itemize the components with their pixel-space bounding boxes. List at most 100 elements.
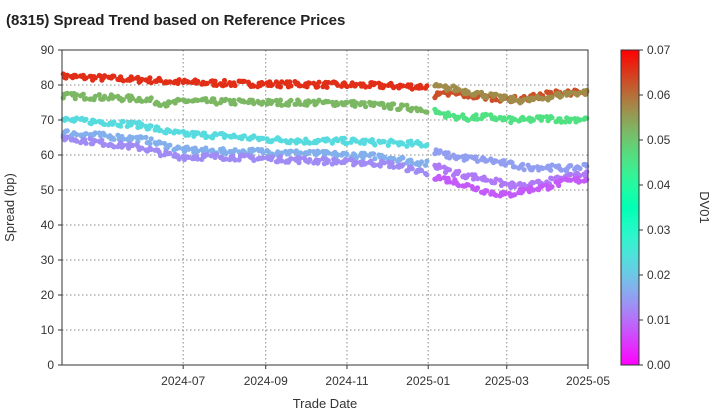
- data-point: [74, 92, 80, 98]
- data-point: [424, 142, 430, 148]
- data-point: [87, 136, 93, 142]
- data-point: [181, 149, 188, 155]
- data-point: [418, 159, 425, 165]
- y-axis-label: Spread (bp): [2, 173, 17, 242]
- data-point: [344, 140, 350, 146]
- y-tick-label: 90: [41, 43, 55, 57]
- data-point: [377, 163, 383, 169]
- data-point: [445, 150, 451, 156]
- data-point: [521, 186, 527, 192]
- data-point: [139, 145, 145, 151]
- x-tick-label: 2024-09: [244, 374, 288, 388]
- data-point: [584, 176, 590, 183]
- data-point: [148, 146, 154, 152]
- data-point: [584, 163, 590, 169]
- data-point: [212, 78, 218, 84]
- data-point: [456, 183, 462, 189]
- data-point: [484, 188, 490, 194]
- data-point: [584, 87, 590, 93]
- data-point: [456, 168, 462, 174]
- data-point: [223, 156, 229, 162]
- data-point: [111, 144, 117, 150]
- data-point: [260, 135, 266, 141]
- data-point: [335, 102, 341, 108]
- data-point: [148, 136, 154, 142]
- colorbar: [620, 49, 640, 366]
- data-point: [277, 97, 283, 103]
- data-point: [437, 83, 443, 89]
- data-point: [185, 146, 192, 152]
- data-point: [83, 116, 89, 122]
- data-point: [325, 79, 331, 86]
- data-point: [424, 172, 430, 178]
- data-point: [521, 167, 527, 173]
- data-point: [157, 78, 164, 84]
- data-point: [204, 80, 210, 86]
- data-point: [269, 154, 275, 160]
- data-point: [437, 164, 443, 170]
- data-point: [92, 130, 98, 136]
- data-point: [167, 79, 173, 85]
- data-point: [232, 82, 238, 89]
- data-point: [424, 158, 430, 164]
- data-point: [391, 101, 397, 107]
- data-point: [568, 89, 574, 95]
- data-point: [540, 96, 546, 102]
- data-point: [157, 127, 164, 133]
- data-point: [195, 148, 201, 154]
- data-point: [577, 165, 583, 172]
- data-point: [484, 112, 490, 118]
- data-point: [167, 150, 173, 156]
- data-point: [232, 101, 238, 107]
- data-point: [102, 132, 108, 138]
- data-point: [409, 142, 415, 148]
- data-point: [99, 137, 105, 143]
- data-point: [279, 102, 285, 108]
- data-point: [288, 156, 294, 162]
- data-point: [446, 167, 453, 173]
- data-point: [269, 98, 275, 105]
- data-point: [92, 93, 98, 99]
- data-point: [297, 155, 303, 161]
- data-point: [316, 138, 322, 144]
- data-point: [223, 151, 229, 157]
- data-point: [335, 82, 341, 88]
- data-point: [409, 166, 415, 172]
- data-point: [120, 78, 126, 84]
- data-point: [381, 160, 387, 166]
- data-point: [74, 138, 80, 144]
- data-point: [391, 164, 397, 170]
- data-point: [465, 117, 471, 123]
- data-point: [139, 121, 145, 127]
- data-point: [371, 151, 377, 157]
- colorbar-tick-label: 0.07: [647, 43, 671, 57]
- data-point: [260, 99, 266, 105]
- data-point: [195, 130, 201, 136]
- data-point: [269, 137, 275, 144]
- data-point: [232, 134, 238, 140]
- data-point: [296, 160, 302, 166]
- data-point: [502, 116, 508, 122]
- data-point: [409, 86, 415, 92]
- data-point: [204, 133, 210, 140]
- data-point: [474, 176, 481, 182]
- data-point: [279, 138, 285, 144]
- data-point: [388, 105, 394, 111]
- data-point: [157, 153, 164, 159]
- data-point: [465, 89, 471, 95]
- data-point: [83, 131, 89, 137]
- data-point: [213, 132, 220, 138]
- data-point: [111, 94, 117, 100]
- data-point: [335, 158, 341, 164]
- x-tick-label: 2025-05: [566, 374, 610, 388]
- data-point: [120, 142, 126, 148]
- data-point: [120, 118, 126, 125]
- x-tick-label: 2025-03: [485, 374, 529, 388]
- y-tick-label: 10: [41, 323, 55, 337]
- data-point: [530, 187, 537, 193]
- data-point: [558, 177, 565, 183]
- data-point: [148, 95, 154, 101]
- data-point: [558, 167, 565, 173]
- data-point: [391, 155, 397, 162]
- data-point: [102, 73, 108, 79]
